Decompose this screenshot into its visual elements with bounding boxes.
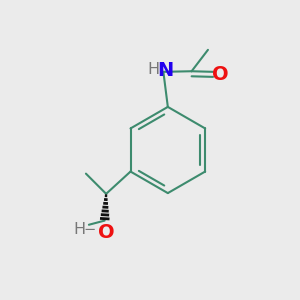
- Text: −: −: [83, 222, 95, 237]
- Text: O: O: [98, 223, 114, 242]
- Text: H: H: [148, 62, 160, 77]
- Text: H: H: [73, 222, 85, 237]
- Text: N: N: [158, 61, 174, 80]
- Text: O: O: [212, 65, 228, 84]
